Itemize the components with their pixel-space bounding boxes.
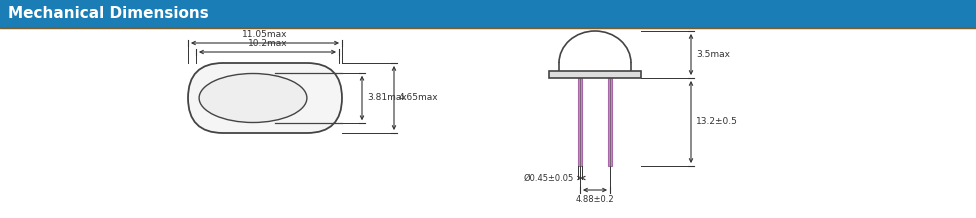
Text: 13.2±0.5: 13.2±0.5 [696,118,738,126]
Bar [608,78,612,166]
Ellipse shape [199,73,306,123]
Text: 4.88±0.2: 4.88±0.2 [576,195,614,204]
Text: 10.2max: 10.2max [248,39,287,48]
Text: 11.05max: 11.05max [242,30,288,39]
Bar [0,0,976,28]
Text: 3.81max: 3.81max [367,94,407,102]
FancyBboxPatch shape [188,63,342,133]
Text: Mechanical Dimensions: Mechanical Dimensions [8,7,209,22]
Text: 4.65max: 4.65max [399,94,438,102]
Text: 3.5max: 3.5max [696,50,730,59]
Bar [549,71,641,78]
Text: Ø0.45±0.05: Ø0.45±0.05 [523,174,574,182]
Bar [578,78,583,166]
